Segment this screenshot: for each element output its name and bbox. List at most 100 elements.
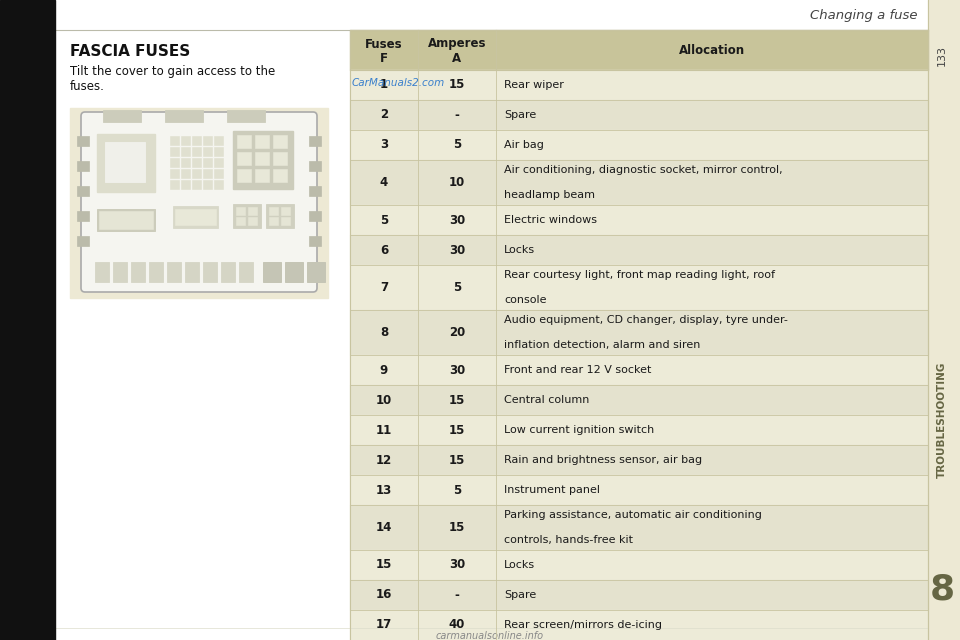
Text: 133: 133: [937, 45, 947, 65]
Bar: [233, 131, 293, 189]
Bar: [309, 186, 321, 196]
Text: 6: 6: [380, 243, 388, 257]
Text: 15: 15: [449, 521, 466, 534]
Text: 13: 13: [376, 483, 392, 497]
Text: Rear courtesy light, front map reading light, roof: Rear courtesy light, front map reading l…: [504, 270, 775, 280]
Text: 5: 5: [380, 214, 388, 227]
Bar: [70, 108, 328, 298]
Text: Parking assistance, automatic air conditioning: Parking assistance, automatic air condit…: [504, 510, 762, 520]
Bar: [214, 169, 223, 178]
Text: Low current ignition switch: Low current ignition switch: [504, 425, 655, 435]
Bar: [350, 265, 928, 310]
Bar: [77, 136, 89, 146]
Bar: [192, 158, 201, 167]
Bar: [350, 355, 928, 385]
Bar: [214, 158, 223, 167]
Bar: [192, 180, 201, 189]
Bar: [350, 100, 928, 130]
Text: 30: 30: [449, 243, 466, 257]
Text: 3: 3: [380, 138, 388, 152]
Bar: [236, 207, 245, 215]
Bar: [97, 134, 155, 192]
Bar: [97, 209, 155, 231]
Bar: [181, 169, 190, 178]
Text: 15: 15: [449, 394, 466, 406]
Bar: [350, 310, 928, 355]
Text: 15: 15: [449, 454, 466, 467]
Text: A: A: [452, 51, 462, 65]
Bar: [170, 169, 179, 178]
Bar: [203, 180, 212, 189]
Text: 17: 17: [376, 618, 392, 632]
Bar: [350, 30, 928, 70]
Bar: [170, 147, 179, 156]
Text: FASCIA FUSES: FASCIA FUSES: [70, 45, 190, 60]
Bar: [149, 262, 163, 282]
Bar: [237, 169, 251, 182]
Bar: [350, 415, 928, 445]
Text: console: console: [504, 295, 546, 305]
Text: Tilt the cover to gain access to the: Tilt the cover to gain access to the: [70, 65, 276, 79]
Text: 11: 11: [376, 424, 392, 436]
Bar: [55, 30, 340, 640]
Text: Amperes: Amperes: [428, 38, 487, 51]
Text: 9: 9: [380, 364, 388, 376]
Text: 20: 20: [449, 326, 466, 339]
Text: Spare: Spare: [504, 590, 537, 600]
Bar: [170, 136, 179, 145]
Bar: [181, 158, 190, 167]
Bar: [350, 475, 928, 505]
Bar: [350, 160, 928, 205]
Bar: [203, 262, 217, 282]
Text: 8: 8: [929, 573, 954, 607]
Text: -: -: [455, 589, 460, 602]
Text: carmanualsonline.info: carmanualsonline.info: [436, 631, 544, 640]
Bar: [255, 169, 269, 182]
Text: -: -: [455, 109, 460, 122]
Bar: [203, 147, 212, 156]
Bar: [248, 217, 257, 225]
Bar: [173, 206, 218, 228]
Text: Changing a fuse: Changing a fuse: [810, 10, 918, 22]
Bar: [281, 207, 290, 215]
Text: Rear screen/mirrors de-icing: Rear screen/mirrors de-icing: [504, 620, 662, 630]
Text: CarManuals2.com: CarManuals2.com: [352, 79, 445, 88]
Text: 30: 30: [449, 559, 466, 572]
Text: Spare: Spare: [504, 110, 537, 120]
Bar: [255, 152, 269, 165]
Text: 14: 14: [375, 521, 393, 534]
Bar: [248, 207, 257, 215]
Text: 1: 1: [380, 79, 388, 92]
Text: 2: 2: [380, 109, 388, 122]
Bar: [185, 262, 199, 282]
Bar: [350, 505, 928, 550]
Bar: [269, 217, 278, 225]
Text: Locks: Locks: [504, 245, 535, 255]
Bar: [350, 445, 928, 475]
Text: Electric windows: Electric windows: [504, 215, 597, 225]
Bar: [273, 169, 287, 182]
Bar: [350, 550, 928, 580]
Text: 15: 15: [375, 559, 393, 572]
Bar: [350, 610, 928, 640]
Text: 10: 10: [449, 176, 466, 189]
Bar: [236, 217, 245, 225]
Bar: [105, 142, 145, 182]
Text: 30: 30: [449, 364, 466, 376]
Text: 15: 15: [449, 79, 466, 92]
Bar: [165, 110, 203, 122]
Bar: [233, 204, 261, 228]
Bar: [167, 262, 181, 282]
Bar: [928, 0, 960, 640]
Bar: [309, 161, 321, 171]
Bar: [77, 211, 89, 221]
Bar: [181, 147, 190, 156]
Text: Locks: Locks: [504, 560, 535, 570]
Bar: [95, 262, 109, 282]
Text: Allocation: Allocation: [679, 45, 745, 58]
Text: Rear wiper: Rear wiper: [504, 80, 564, 90]
Bar: [237, 135, 251, 148]
Bar: [214, 136, 223, 145]
Text: 7: 7: [380, 281, 388, 294]
Bar: [214, 147, 223, 156]
